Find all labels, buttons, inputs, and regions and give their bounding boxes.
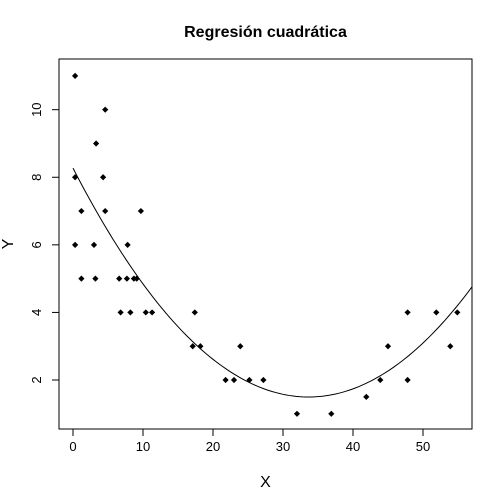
- data-point: [222, 376, 229, 384]
- y-tick-label: 6: [29, 241, 44, 248]
- data-point: [197, 343, 204, 350]
- data-point: [384, 343, 392, 350]
- data-points: [72, 72, 461, 417]
- data-point: [100, 174, 107, 181]
- y-axis-label: Y: [0, 238, 17, 249]
- data-point: [90, 241, 98, 248]
- x-tick-label: 40: [346, 439, 360, 454]
- data-point: [260, 376, 267, 384]
- data-point: [377, 376, 384, 384]
- data-point: [78, 275, 85, 282]
- data-point: [102, 106, 109, 113]
- data-point: [72, 72, 79, 79]
- data-point: [117, 309, 124, 316]
- x-tick-label: 0: [69, 439, 76, 454]
- y-tick-label: 10: [29, 102, 44, 116]
- data-point: [433, 309, 440, 316]
- plot-frame: [58, 58, 473, 430]
- data-point: [123, 275, 130, 282]
- data-point: [149, 309, 156, 316]
- data-point: [404, 376, 411, 384]
- data-point: [328, 410, 335, 417]
- data-point: [447, 343, 454, 350]
- data-point: [72, 174, 79, 181]
- y-tick-label: 4: [29, 309, 44, 316]
- regression-curve: [72, 167, 473, 398]
- data-point: [454, 309, 461, 316]
- x-axis-label: X: [260, 474, 271, 491]
- data-point: [92, 275, 99, 282]
- data-point: [93, 140, 100, 147]
- data-point: [404, 309, 411, 316]
- x-tick-label: 10: [136, 439, 150, 454]
- data-point: [230, 376, 238, 384]
- data-point: [124, 241, 131, 248]
- x-axis: 0 10 20 30 40 50: [69, 428, 430, 454]
- data-point: [137, 207, 144, 215]
- x-tick-label: 50: [416, 439, 430, 454]
- data-point: [127, 309, 134, 316]
- y-tick-label: 2: [29, 376, 44, 383]
- x-tick-label: 20: [206, 439, 220, 454]
- data-point: [293, 410, 301, 417]
- data-point: [246, 376, 253, 384]
- y-tick-label: 8: [29, 174, 44, 181]
- data-point: [72, 241, 79, 248]
- data-point: [363, 393, 370, 400]
- data-point: [133, 275, 140, 282]
- data-point: [142, 309, 149, 316]
- y-axis: 2 4 6 8 10: [29, 102, 60, 384]
- data-point: [237, 343, 244, 350]
- chart-title: Regresión cuadrática: [184, 24, 347, 41]
- data-point: [78, 207, 85, 215]
- data-point: [116, 275, 123, 282]
- x-tick-label: 30: [276, 439, 290, 454]
- data-point: [189, 343, 196, 350]
- data-point: [191, 309, 198, 316]
- data-point: [102, 207, 109, 215]
